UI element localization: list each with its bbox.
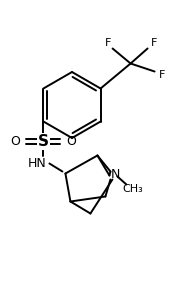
Text: S: S (38, 134, 49, 149)
Text: F: F (158, 71, 165, 80)
Text: O: O (66, 135, 76, 148)
Text: F: F (150, 39, 157, 49)
Text: N: N (111, 168, 120, 181)
Text: O: O (10, 135, 20, 148)
Text: F: F (104, 39, 111, 49)
Text: HN: HN (28, 157, 47, 170)
Text: CH₃: CH₃ (122, 184, 143, 194)
